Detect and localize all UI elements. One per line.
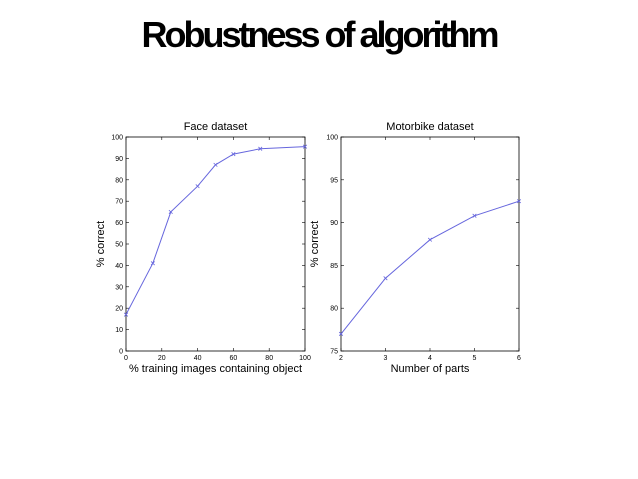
x-tick-label: 0 <box>124 355 128 362</box>
data-point-marker <box>195 184 200 189</box>
slide-title: Robustness of algorithm <box>141 14 499 55</box>
marker-stroke <box>338 331 344 336</box>
y-tick-label: 90 <box>330 220 338 227</box>
y-tick-label: 85 <box>330 263 338 270</box>
x-tick-label: 6 <box>517 355 521 362</box>
marker-stroke <box>427 237 433 242</box>
data-point-marker <box>472 213 477 218</box>
x-tick-label: 60 <box>230 355 238 362</box>
series-line <box>340 200 520 335</box>
marker-stroke <box>168 209 173 214</box>
series-line <box>125 146 306 315</box>
y-tick-label: 75 <box>330 349 338 356</box>
marker-stroke <box>302 144 308 149</box>
marker-stroke <box>258 146 263 151</box>
plot-frame <box>340 136 520 352</box>
plot-frame <box>125 136 306 352</box>
marker-stroke <box>195 184 200 189</box>
y-tick-label: 60 <box>115 220 123 227</box>
data-point-marker <box>516 199 522 204</box>
x-tick-label: 40 <box>194 355 202 362</box>
x-axis-label: % training images containing object <box>129 363 302 375</box>
data-point-marker <box>302 144 308 149</box>
data-point-marker <box>123 312 129 317</box>
chart-title: Motorbike dataset <box>386 121 473 133</box>
x-tick-label: 5 <box>473 355 477 362</box>
y-tick-label: 30 <box>115 284 123 291</box>
y-tick-label: 0 <box>119 349 123 356</box>
y-tick-label: 20 <box>115 306 123 313</box>
data-point-marker <box>231 152 236 157</box>
x-tick-label: 3 <box>384 355 388 362</box>
y-tick-label: 95 <box>330 177 338 184</box>
x-tick-label: 80 <box>265 355 273 362</box>
data-point-marker <box>213 162 218 167</box>
x-tick-label: 100 <box>299 355 311 362</box>
marker-stroke <box>516 199 522 204</box>
marker-stroke <box>383 276 388 281</box>
motorbike-dataset-chart: Motorbike dataset Number of parts % correc… <box>309 121 522 375</box>
y-tick-label: 80 <box>115 177 123 184</box>
y-axis-label: % correct <box>309 221 321 267</box>
marker-stroke <box>123 312 129 317</box>
data-point-marker <box>168 209 173 214</box>
x-tick-label: 20 <box>158 355 166 362</box>
marker-stroke <box>472 213 477 218</box>
y-tick-label: 10 <box>115 327 123 334</box>
y-tick-label: 50 <box>115 242 123 249</box>
y-tick-label: 100 <box>326 135 338 142</box>
chart-title: Face dataset <box>184 121 248 133</box>
data-point-marker <box>338 331 344 336</box>
data-point-marker <box>383 276 388 281</box>
marker-stroke <box>213 162 218 167</box>
data-point-marker <box>150 261 155 266</box>
y-tick-label: 100 <box>111 135 123 142</box>
x-axis-label: Number of parts <box>391 363 470 375</box>
x-tick-label: 2 <box>339 355 343 362</box>
y-tick-label: 80 <box>330 306 338 313</box>
y-tick-label: 40 <box>115 263 123 270</box>
face-dataset-chart: Face dataset % training images containing… <box>95 121 311 375</box>
marker-stroke <box>231 152 236 157</box>
y-axis-label: % correct <box>95 221 107 267</box>
y-tick-label: 70 <box>115 199 123 206</box>
y-tick-label: 90 <box>115 156 123 163</box>
x-tick-label: 4 <box>428 355 432 362</box>
data-point-marker <box>427 237 433 242</box>
marker-stroke <box>150 261 155 266</box>
data-point-marker <box>258 146 263 151</box>
